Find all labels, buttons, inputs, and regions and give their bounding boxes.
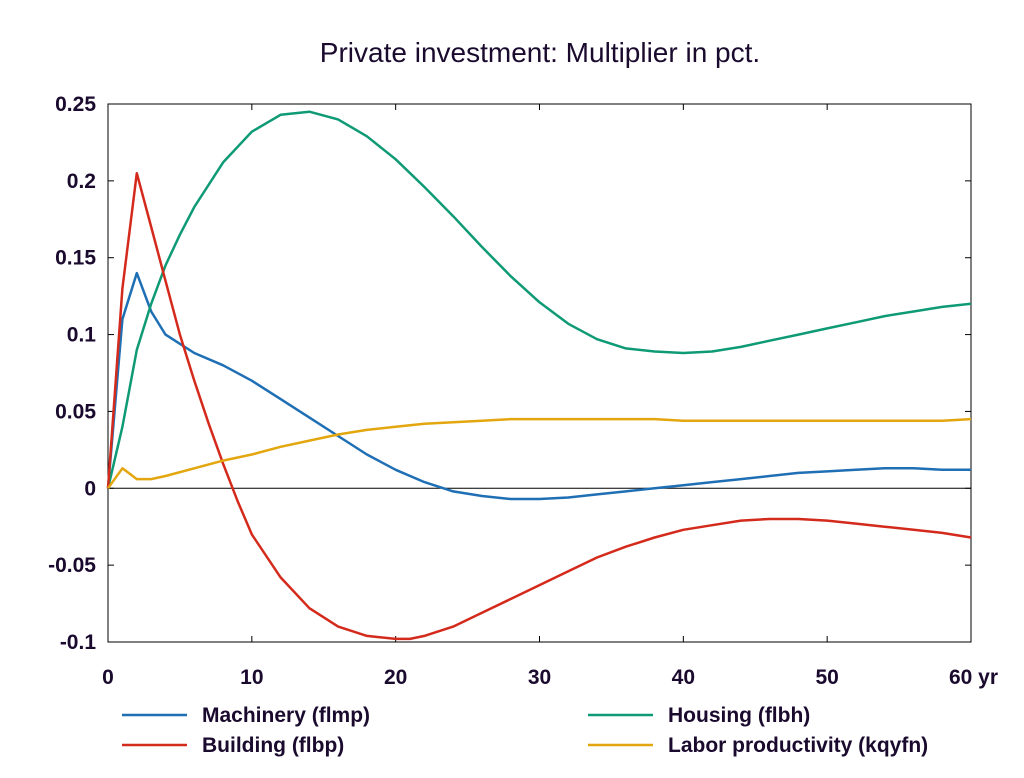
y-axis: 0.25 0.2 0.15 0.1 0.05 0 -0.05 -0.1 (48, 93, 971, 654)
legend-label-building-flbp: Building (flbp) (202, 734, 344, 757)
series-line-housing-flbh (106, 110, 972, 489)
y-tick-label: 0.1 (67, 324, 97, 347)
y-tick-label: 0.05 (55, 400, 96, 423)
x-tick-label: 60 yr (949, 666, 998, 689)
y-tick-label: 0.2 (67, 170, 96, 193)
legend-label-machinery-flmp: Machinery (flmp) (202, 704, 370, 727)
chart-title: Private investment: Multiplier in pct. (320, 37, 760, 68)
legend-label-housing-flbh: Housing (flbh) (668, 704, 810, 727)
series-line-labor-productivity-kqyfn (106, 417, 972, 490)
x-tick-label: 30 (528, 666, 551, 689)
y-tick-label: 0.25 (55, 93, 96, 116)
series-lines (106, 110, 972, 641)
x-tick-label: 50 (815, 666, 838, 689)
x-axis: 0 10 20 30 40 50 60 yr (102, 104, 998, 689)
y-tick-label: -0.05 (48, 554, 96, 577)
series-line-machinery-flmp (106, 271, 971, 501)
y-tick-label: -0.1 (60, 631, 97, 654)
x-tick-label: 10 (240, 666, 263, 689)
x-tick-label: 40 (672, 666, 695, 689)
legend: Machinery (flmp) Housing (flbh) Building (… (122, 704, 928, 757)
series-line-building-flbp (106, 171, 972, 641)
x-tick-label: 0 (102, 666, 114, 689)
y-tick-label: 0.15 (55, 247, 96, 270)
legend-label-labor-productivity-kqyfn: Labor productivity (kqyfn) (668, 734, 928, 757)
y-tick-label: 0 (84, 477, 96, 500)
x-tick-label: 20 (384, 666, 407, 689)
